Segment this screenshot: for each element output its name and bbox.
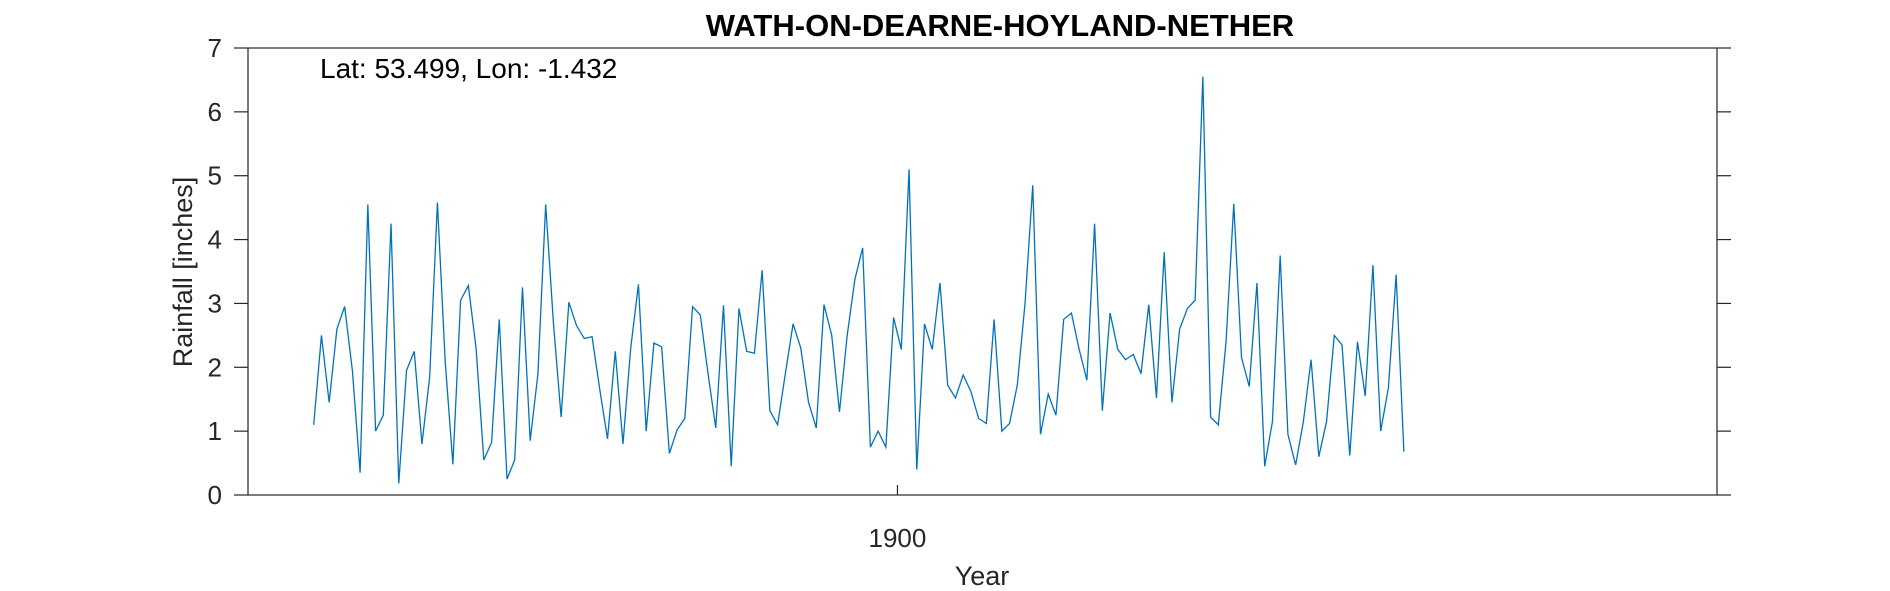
data-series bbox=[313, 76, 1405, 484]
y-tick-label: 2 bbox=[208, 352, 222, 382]
y-tick-label: 0 bbox=[208, 480, 222, 510]
y-tick-label: 4 bbox=[208, 225, 222, 255]
axis-ticks: 0 1 2 3 4 5 6 7 1900 bbox=[208, 33, 1731, 553]
y-tick-label: 1 bbox=[208, 416, 222, 446]
x-axis-label: Year bbox=[955, 561, 1010, 591]
plot-frame bbox=[247, 47, 1718, 496]
y-axis-label: Rainfall [inches] bbox=[168, 177, 198, 368]
y-tick-label: 5 bbox=[208, 161, 222, 191]
location-annotation: Lat: 53.499, Lon: -1.432 bbox=[320, 53, 617, 84]
plot-axes bbox=[247, 47, 1718, 496]
rainfall-series-line bbox=[313, 76, 1405, 484]
x-tick-label: 1900 bbox=[869, 523, 927, 553]
chart-title: WATH-ON-DEARNE-HOYLAND-NETHER bbox=[706, 8, 1294, 43]
y-tick-label: 7 bbox=[208, 33, 222, 63]
y-tick-label: 6 bbox=[208, 97, 222, 127]
y-tick-label: 3 bbox=[208, 288, 222, 318]
